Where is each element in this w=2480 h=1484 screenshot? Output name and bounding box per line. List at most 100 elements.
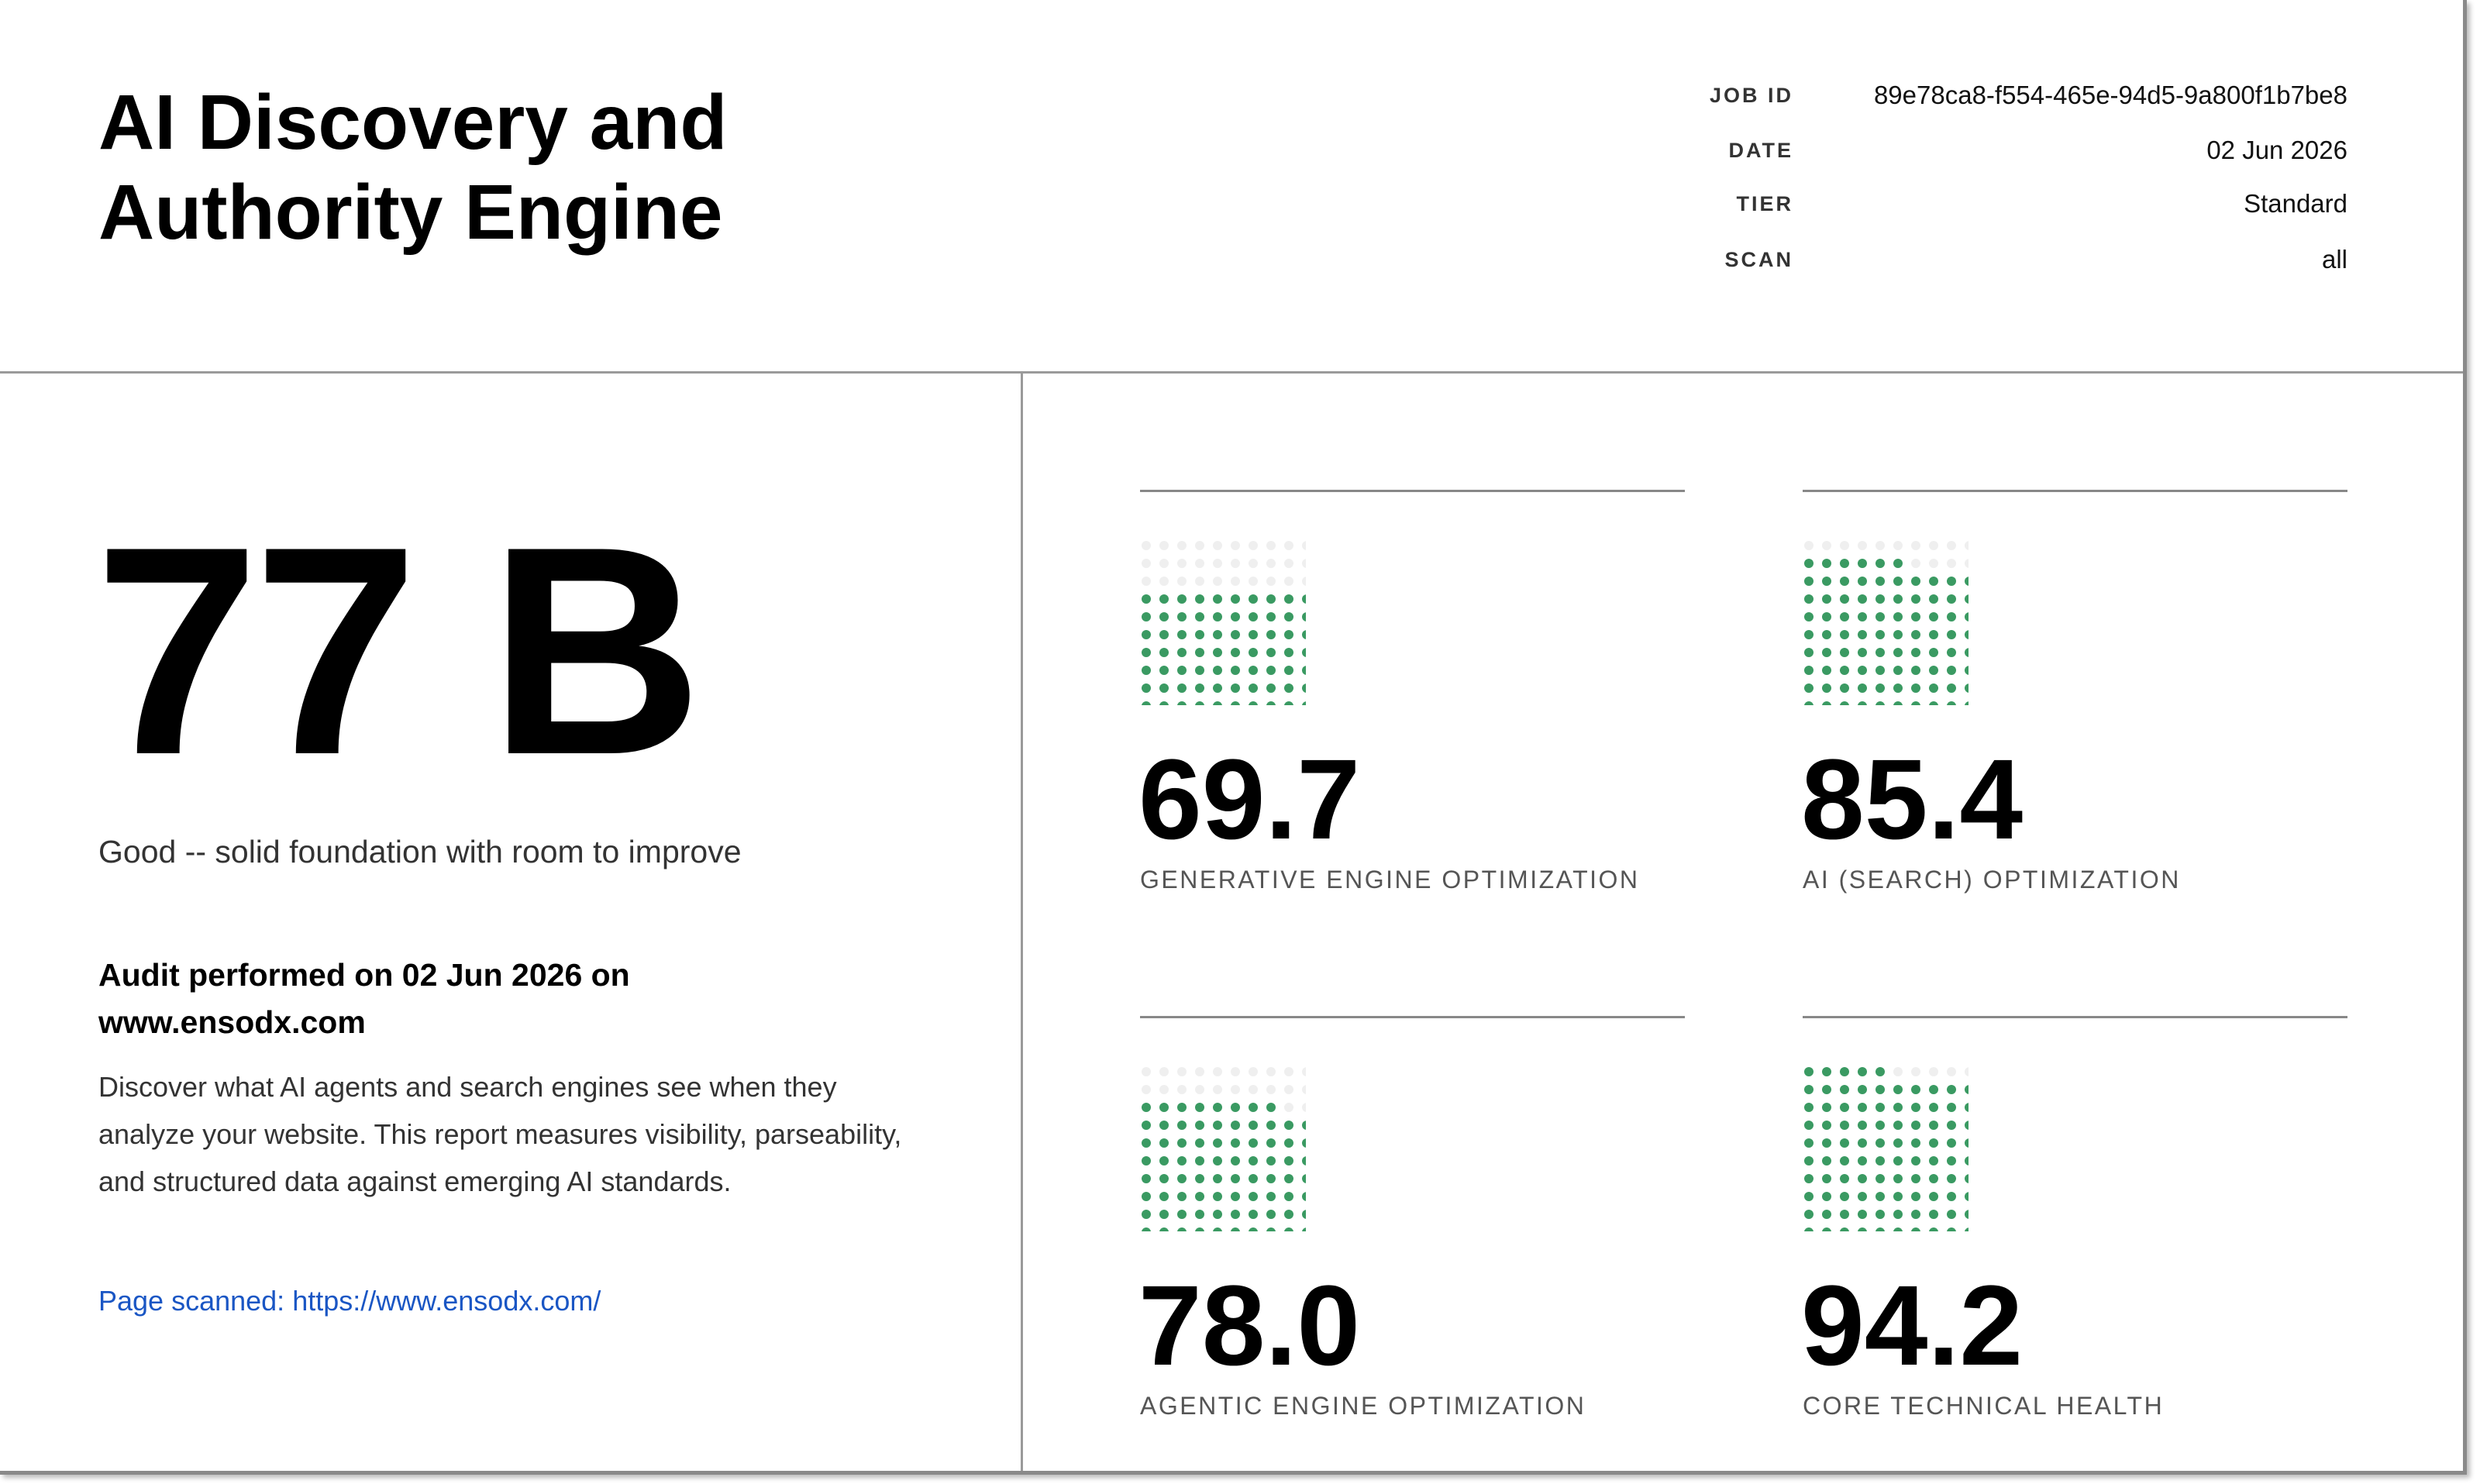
dot: [1876, 612, 1885, 621]
dot: [1142, 1121, 1151, 1130]
dot: [1965, 1174, 1968, 1183]
dot: [1804, 1227, 1814, 1231]
dot: [1213, 1192, 1222, 1201]
dot: [1929, 594, 1938, 604]
dot: [1142, 1085, 1151, 1094]
dot: [1213, 559, 1222, 568]
dot: [1804, 1138, 1814, 1148]
dot: [1893, 1085, 1903, 1094]
dot: [1177, 1192, 1187, 1201]
dot: [1965, 1192, 1968, 1201]
dot: [1822, 648, 1831, 657]
dot: [1302, 1174, 1306, 1183]
dot: [1142, 1210, 1151, 1219]
dot: [1284, 1174, 1293, 1183]
dot: [1947, 612, 1956, 621]
dot: [1195, 541, 1204, 550]
dot: [1266, 666, 1276, 675]
dot: [1911, 1103, 1920, 1112]
dot: [1804, 1156, 1814, 1166]
card-rule: [1140, 490, 1685, 492]
dot: [1965, 1210, 1968, 1219]
dot: [1177, 1174, 1187, 1183]
dot: [1195, 594, 1204, 604]
dot: [1142, 1192, 1151, 1201]
dot: [1947, 701, 1956, 705]
dot: [1876, 1103, 1885, 1112]
dot: [1284, 1121, 1293, 1130]
dot: [1249, 1156, 1258, 1166]
dot: [1213, 541, 1222, 550]
dot: [1213, 577, 1222, 586]
dot: [1822, 1227, 1831, 1231]
metric-label: AI (SEARCH) OPTIMIZATION: [1803, 866, 2181, 893]
dot: [1893, 1227, 1903, 1231]
dot: [1231, 1210, 1240, 1219]
dot: [1177, 1067, 1187, 1076]
dot: [1911, 577, 1920, 586]
dot: [1804, 666, 1814, 675]
dot: [1177, 1227, 1187, 1231]
dot: [1947, 1121, 1956, 1130]
dot: [1893, 559, 1903, 568]
dot: [1911, 612, 1920, 621]
dot: [1893, 1138, 1903, 1148]
metric-value: 69.7: [1138, 736, 1361, 863]
dot: [1302, 1067, 1306, 1076]
dot: [1840, 1138, 1849, 1148]
dot: [1249, 559, 1258, 568]
dot: [1876, 577, 1885, 586]
audit-heading: Audit performed on 02 Jun 2026 on www.en…: [98, 957, 630, 1040]
dot: [1195, 1103, 1204, 1112]
dot: [1965, 1138, 1968, 1148]
dot: [1965, 559, 1968, 568]
dot: [1284, 1103, 1293, 1112]
dot: [1266, 1174, 1276, 1183]
dot: [1858, 1103, 1867, 1112]
dot: [1302, 1103, 1306, 1112]
dot: [1159, 701, 1169, 705]
dot: [1965, 612, 1968, 621]
dot: [1142, 1103, 1151, 1112]
dot: [1159, 1085, 1169, 1094]
dot: [1195, 1067, 1204, 1076]
dot: [1929, 1121, 1938, 1130]
dot-grid: [1804, 541, 1968, 705]
dot: [1858, 701, 1867, 705]
dot: [1893, 577, 1903, 586]
dot: [1929, 1210, 1938, 1219]
dot: [1804, 612, 1814, 621]
meta-label: SCAN: [1724, 248, 1793, 271]
dot: [1929, 701, 1938, 705]
dot: [1195, 1156, 1204, 1166]
page-scanned-link[interactable]: https://www.ensodx.com/: [292, 1285, 601, 1317]
dot: [1249, 1085, 1258, 1094]
dot: [1284, 1192, 1293, 1201]
dot: [1159, 559, 1169, 568]
dot: [1231, 1067, 1240, 1076]
dot: [1947, 1156, 1956, 1166]
meta-value: 02 Jun 2026: [2206, 136, 2347, 164]
dot: [1284, 1156, 1293, 1166]
dot: [1302, 648, 1306, 657]
dot: [1911, 630, 1920, 639]
dot: [1266, 577, 1276, 586]
dot: [1822, 683, 1831, 693]
dot: [1858, 1210, 1867, 1219]
dot: [1195, 1138, 1204, 1148]
dot: [1249, 648, 1258, 657]
dot: [1840, 1085, 1849, 1094]
dot: [1266, 612, 1276, 621]
dot: [1142, 701, 1151, 705]
dot: [1893, 1103, 1903, 1112]
card-rule: [1803, 490, 2347, 492]
dot: [1177, 1156, 1187, 1166]
dot: [1231, 1138, 1240, 1148]
dot: [1893, 541, 1903, 550]
meta-value: Standard: [2244, 189, 2347, 218]
dot: [1840, 541, 1849, 550]
dot: [1840, 594, 1849, 604]
dot: [1947, 1227, 1956, 1231]
